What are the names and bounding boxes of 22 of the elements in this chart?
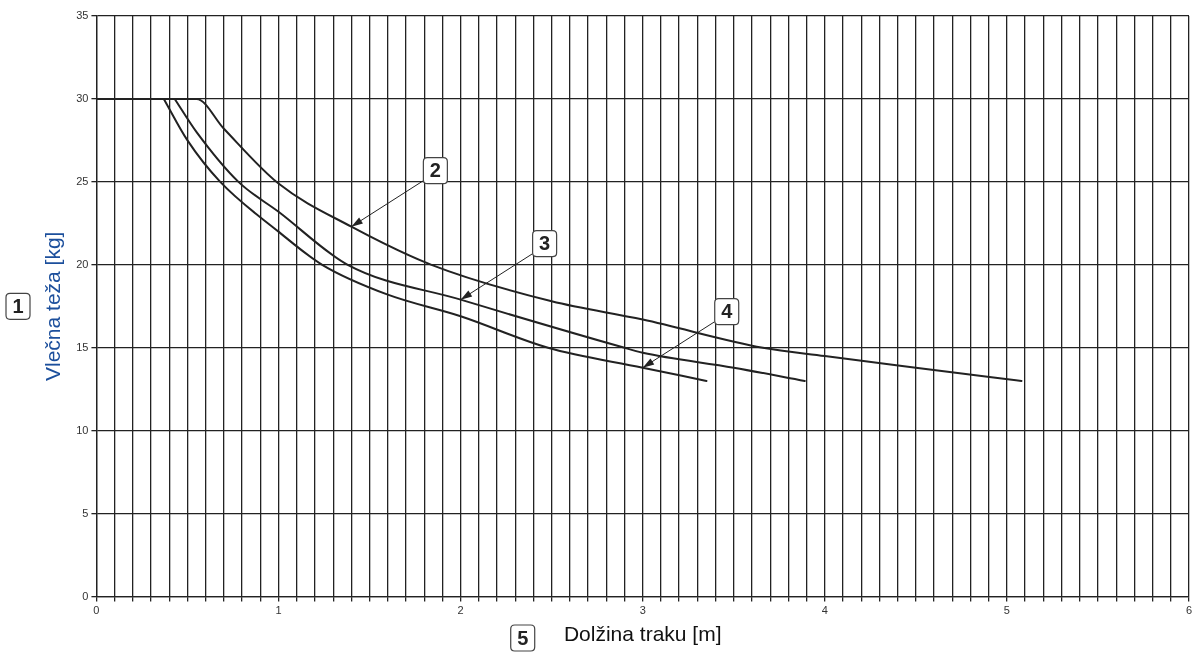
y-tick-label: 30 xyxy=(76,91,89,104)
y-tick-label: 15 xyxy=(76,340,89,353)
text: 1 xyxy=(12,294,24,317)
x-tick-label: 4 xyxy=(821,604,828,617)
y-tick-label: 25 xyxy=(76,174,89,187)
x-tick-label: 0 xyxy=(93,604,100,617)
annotation: 3 xyxy=(539,232,551,255)
y-axis-title: Vlečna teža [kg] xyxy=(41,231,65,382)
text: 5 xyxy=(517,626,529,649)
x-tick-label: 1 xyxy=(275,604,282,617)
x-tick-label: 2 xyxy=(457,604,464,617)
y-tick-label: 0 xyxy=(82,589,89,602)
y-tick-label: 20 xyxy=(76,257,89,270)
x-tick-label: 3 xyxy=(639,604,646,617)
x-axis-title: Dolžina traku [m] xyxy=(563,622,722,646)
x-tick-label: 5 xyxy=(1003,604,1010,617)
x-tick-label: 6 xyxy=(1185,604,1193,617)
y-tick-label: 5 xyxy=(82,506,89,519)
y-tick-label: 35 xyxy=(76,9,89,22)
annotation: 4 xyxy=(721,300,734,323)
annotation: 2 xyxy=(429,159,441,182)
y-tick-label: 10 xyxy=(76,423,89,436)
